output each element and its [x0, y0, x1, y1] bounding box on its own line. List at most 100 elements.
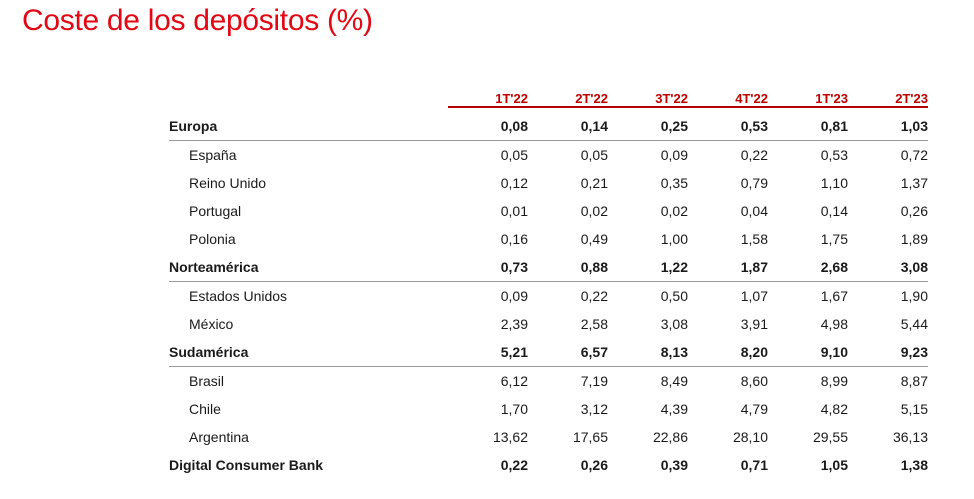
- table-row: Chile 1,70 3,12 4,39 4,79 4,82 5,15: [169, 395, 928, 423]
- value-cell: 1,90: [900, 288, 928, 304]
- page-title: Coste de los depósitos (%): [22, 4, 373, 37]
- value-cell: 0,22: [580, 288, 608, 304]
- table-group-row: Norteamérica 0,73 0,88 1,22 1,87 2,68 3,08: [169, 253, 928, 282]
- value-cell: 1,58: [740, 231, 768, 247]
- column-header: 1T'23: [768, 78, 848, 108]
- value-cell: 1,67: [820, 288, 848, 304]
- value-cell: 0,53: [688, 107, 768, 141]
- header-blank-cell: [169, 78, 448, 107]
- value-cell: 0,22: [740, 147, 768, 163]
- value-cell: 17,65: [572, 429, 608, 445]
- row-label: España: [189, 147, 237, 163]
- row-label: México: [189, 316, 234, 332]
- row-label: Portugal: [189, 203, 242, 219]
- value-cell: 1,03: [848, 107, 928, 141]
- value-cell: 0,05: [500, 147, 528, 163]
- value-cell: 2,68: [768, 253, 848, 282]
- row-label: Chile: [189, 401, 221, 417]
- table-group-row: Digital Consumer Bank 0,22 0,26 0,39 0,71 1,0…: [169, 451, 928, 479]
- table-row: Portugal 0,01 0,02 0,02 0,04 0,14 0,26: [169, 197, 928, 225]
- table-group-row: Europa 0,08 0,14 0,25 0,53 0,81 1,03: [169, 107, 928, 141]
- value-cell: 0,02: [580, 203, 608, 219]
- value-cell: 8,49: [660, 373, 688, 389]
- value-cell: 5,44: [900, 316, 928, 332]
- row-label: Sudamérica: [169, 338, 448, 367]
- value-cell: 0,71: [740, 457, 768, 473]
- value-cell: 0,22: [500, 457, 528, 473]
- row-label: Brasil: [189, 373, 225, 389]
- value-cell: 8,13: [608, 338, 688, 367]
- value-cell: 1,10: [820, 175, 848, 191]
- value-cell: 0,14: [820, 203, 848, 219]
- value-cell: 8,99: [820, 373, 848, 389]
- row-label: Argentina: [189, 429, 249, 445]
- value-cell: 9,10: [768, 338, 848, 367]
- value-cell: 36,13: [892, 429, 928, 445]
- table-group-row: Sudamérica 5,21 6,57 8,13 8,20 9,10 9,23: [169, 338, 928, 367]
- row-label: Polonia: [189, 231, 236, 247]
- deposit-cost-table: 1T'22 2T'22 3T'22 4T'22 1T'23 2T'23 Euro…: [169, 78, 928, 479]
- value-cell: 5,15: [900, 401, 928, 417]
- row-label: Reino Unido: [189, 175, 267, 191]
- value-cell: 7,19: [580, 373, 608, 389]
- value-cell: 3,91: [740, 316, 768, 332]
- value-cell: 1,37: [900, 175, 928, 191]
- value-cell: 1,05: [820, 457, 848, 473]
- value-cell: 22,86: [652, 429, 688, 445]
- value-cell: 1,07: [740, 288, 768, 304]
- value-cell: 2,39: [500, 316, 528, 332]
- value-cell: 28,10: [732, 429, 768, 445]
- value-cell: 1,22: [608, 253, 688, 282]
- column-header: 4T'22: [688, 78, 768, 108]
- value-cell: 6,57: [528, 338, 608, 367]
- value-cell: 3,08: [660, 316, 688, 332]
- row-label: Europa: [169, 107, 448, 141]
- column-header: 2T'23: [848, 78, 928, 108]
- value-cell: 0,09: [500, 288, 528, 304]
- column-header: 3T'22: [608, 78, 688, 108]
- table-row: México 2,39 2,58 3,08 3,91 4,98 5,44: [169, 310, 928, 338]
- value-cell: 0,01: [500, 203, 528, 219]
- table-row: Brasil 6,12 7,19 8,49 8,60 8,99 8,87: [169, 367, 928, 396]
- column-header: 1T'22: [448, 78, 528, 108]
- value-cell: 5,21: [448, 338, 528, 367]
- value-cell: 3,08: [848, 253, 928, 282]
- value-cell: 13,62: [492, 429, 528, 445]
- value-cell: 8,87: [900, 373, 928, 389]
- value-cell: 2,58: [580, 316, 608, 332]
- row-label: Estados Unidos: [189, 288, 288, 304]
- value-cell: 0,26: [900, 203, 928, 219]
- table-row: Reino Unido 0,12 0,21 0,35 0,79 1,10 1,37: [169, 169, 928, 197]
- value-cell: 0,08: [448, 107, 528, 141]
- value-cell: 4,82: [820, 401, 848, 417]
- value-cell: 9,23: [848, 338, 928, 367]
- value-cell: 8,60: [740, 373, 768, 389]
- value-cell: 0,02: [660, 203, 688, 219]
- row-label: Norteamérica: [169, 253, 448, 282]
- value-cell: 1,89: [900, 231, 928, 247]
- value-cell: 1,00: [660, 231, 688, 247]
- value-cell: 29,55: [812, 429, 848, 445]
- value-cell: 4,98: [820, 316, 848, 332]
- value-cell: 0,50: [660, 288, 688, 304]
- value-cell: 0,25: [608, 107, 688, 141]
- table-body: Europa 0,08 0,14 0,25 0,53 0,81 1,03 España 0,05…: [169, 107, 928, 479]
- table-header-row: 1T'22 2T'22 3T'22 4T'22 1T'23 2T'23: [169, 78, 928, 108]
- value-cell: 6,12: [500, 373, 528, 389]
- value-cell: 1,75: [820, 231, 848, 247]
- value-cell: 4,39: [660, 401, 688, 417]
- value-cell: 0,35: [660, 175, 688, 191]
- table-row: Polonia 0,16 0,49 1,00 1,58 1,75 1,89: [169, 225, 928, 253]
- value-cell: 0,05: [580, 147, 608, 163]
- value-cell: 0,12: [500, 175, 528, 191]
- table-row: Estados Unidos 0,09 0,22 0,50 1,07 1,67 1,90: [169, 282, 928, 311]
- value-cell: 3,12: [580, 401, 608, 417]
- row-label: Digital Consumer Bank: [169, 457, 324, 473]
- value-cell: 0,72: [900, 147, 928, 163]
- table-row: Argentina 13,62 17,65 22,86 28,10 29,55 36,13: [169, 423, 928, 451]
- value-cell: 0,14: [528, 107, 608, 141]
- value-cell: 0,39: [660, 457, 688, 473]
- value-cell: 0,49: [580, 231, 608, 247]
- value-cell: 0,53: [820, 147, 848, 163]
- value-cell: 4,79: [740, 401, 768, 417]
